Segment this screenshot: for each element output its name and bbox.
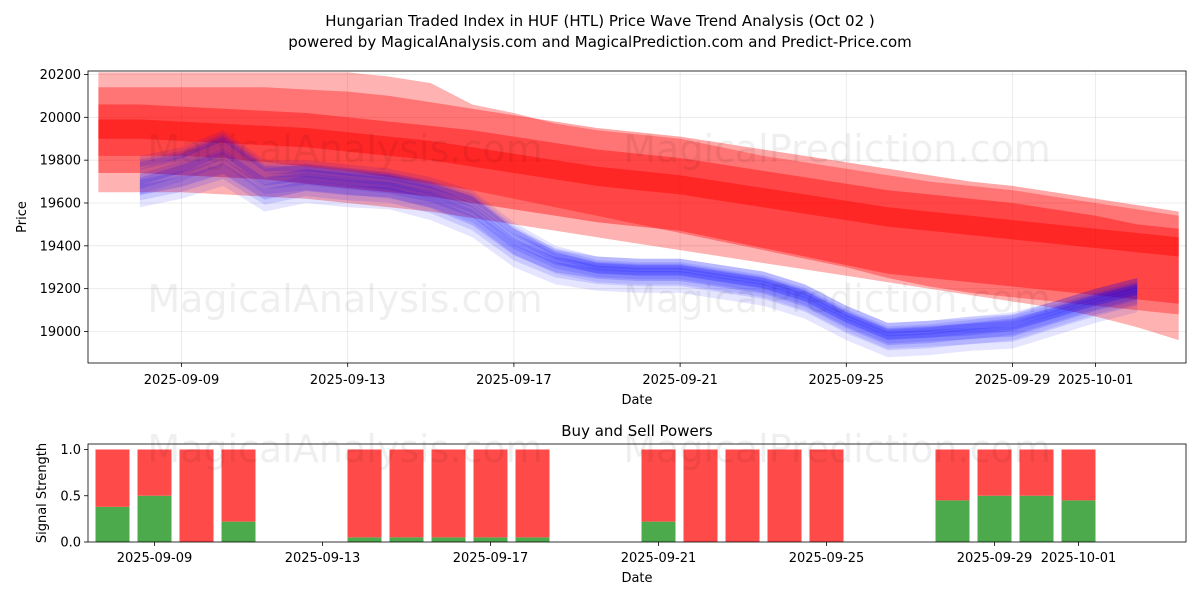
watermark-analysis-middle: MagicalAnalysis.com — [147, 277, 542, 321]
watermark-analysis-bottom: MagicalAnalysis.com — [147, 427, 542, 471]
powers-y-tick-label: 0.5 — [60, 489, 81, 504]
blue-wave-bands — [139, 130, 1138, 358]
sell-power-bar — [977, 449, 1012, 496]
price-x-tick-label: 2025-09-21 — [642, 373, 718, 388]
watermark-prediction-bottom: MagicalPrediction.com — [623, 427, 1051, 471]
price-chart-frame — [87, 70, 1187, 364]
price-x-tick-label: 2025-10-01 — [1058, 373, 1134, 388]
blue-wave-band — [139, 147, 1138, 340]
buy-power-bar — [473, 537, 508, 542]
sell-power-bar — [683, 449, 718, 542]
blue-wave-band — [139, 143, 1138, 344]
powers-chart-title: Buy and Sell Powers — [561, 422, 713, 440]
buy-power-bar — [977, 495, 1012, 542]
blue-wave-band — [139, 163, 1138, 346]
price-y-tick-label: 20200 — [40, 68, 81, 83]
sell-power-bar — [935, 449, 970, 501]
price-y-tick-label: 19400 — [40, 239, 81, 254]
price-chart-ticks: 2025-09-09 2025-09-13 2025-09-17 2025-09-21… — [40, 68, 1134, 388]
price-y-tick-label: 20000 — [40, 111, 81, 126]
watermark-prediction-middle: MagicalPrediction.com — [623, 277, 1051, 321]
powers-x-tick-label: 2025-09-29 — [957, 551, 1033, 566]
red-wave-band — [98, 119, 1179, 257]
price-x-tick-label: 2025-09-29 — [975, 373, 1051, 388]
sell-power-bar — [641, 449, 676, 522]
powers-x-tick-label: 2025-09-21 — [621, 551, 697, 566]
sell-power-bar — [767, 449, 802, 542]
buy-power-bar — [515, 537, 550, 542]
sell-power-bar — [95, 449, 130, 507]
price-y-tick-label: 19800 — [40, 154, 81, 169]
buy-power-bar — [431, 537, 466, 542]
price-y-tick-label: 19600 — [40, 197, 81, 212]
red-wave-band — [98, 104, 1179, 304]
red-wave-band — [98, 87, 1179, 315]
buy-power-bar — [221, 521, 256, 542]
powers-y-tick-label: 1.0 — [60, 443, 81, 458]
powers-x-tick-label: 2025-09-25 — [789, 551, 865, 566]
buy-sell-bars — [95, 449, 1096, 542]
buy-power-bar — [935, 500, 970, 542]
sell-power-bar — [137, 449, 172, 496]
powers-chart-xlabel: Date — [621, 571, 652, 586]
sell-power-bar — [347, 449, 382, 538]
sell-power-bar — [1061, 449, 1096, 501]
price-x-tick-label: 2025-09-25 — [809, 373, 885, 388]
price-x-tick-label: 2025-09-17 — [476, 373, 552, 388]
sell-power-bar — [473, 449, 508, 538]
red-wave-bands — [98, 72, 1179, 341]
blue-wave-band — [139, 158, 1138, 351]
powers-chart-frame — [87, 443, 1187, 543]
buy-power-bar — [641, 521, 676, 542]
price-x-tick-label: 2025-09-13 — [310, 373, 386, 388]
blue-wave-band — [139, 136, 1138, 335]
figure-title-line-2: powered by MagicalAnalysis.com and Magic… — [288, 33, 912, 51]
sell-power-bar — [725, 449, 760, 542]
price-chart-xlabel: Date — [621, 393, 652, 408]
price-chart-ylabel: Price — [15, 201, 30, 233]
powers-x-tick-label: 2025-09-17 — [453, 551, 529, 566]
blue-wave-band — [139, 151, 1138, 358]
price-chart-grid — [88, 71, 1186, 363]
blue-wave-band — [139, 133, 1138, 337]
sell-power-bar — [179, 449, 214, 542]
powers-y-tick-label: 0.0 — [60, 536, 81, 551]
sell-power-bar — [1019, 449, 1054, 496]
sell-power-bar — [221, 449, 256, 522]
sell-power-bar — [389, 449, 424, 538]
buy-power-bar — [389, 537, 424, 542]
price-x-tick-label: 2025-09-09 — [144, 373, 220, 388]
blue-wave-band — [139, 138, 1138, 349]
buy-power-bar — [95, 506, 130, 542]
blue-wave-band — [139, 130, 1138, 341]
powers-x-tick-label: 2025-09-13 — [285, 551, 361, 566]
watermark-analysis-top: MagicalAnalysis.com — [147, 127, 542, 171]
red-wave-band — [98, 72, 1179, 341]
figure-title-line-1: Hungarian Traded Index in HUF (HTL) Pric… — [325, 12, 875, 30]
sell-power-bar — [431, 449, 466, 538]
price-y-tick-label: 19200 — [40, 282, 81, 297]
buy-power-bar — [137, 495, 172, 542]
buy-power-bar — [1019, 495, 1054, 542]
price-y-tick-label: 19000 — [40, 325, 81, 340]
sell-power-bar — [515, 449, 550, 538]
buy-power-bar — [1061, 500, 1096, 542]
buy-power-bar — [347, 537, 382, 542]
powers-x-tick-label: 2025-09-09 — [117, 551, 193, 566]
powers-x-tick-label: 2025-10-01 — [1041, 551, 1117, 566]
watermark-prediction-top: MagicalPrediction.com — [623, 127, 1051, 171]
powers-chart-ticks: 2025-09-09 2025-09-13 2025-09-17 2025-09-21… — [60, 443, 1116, 566]
sell-power-bar — [809, 449, 844, 542]
powers-chart-ylabel: Signal Strength — [35, 443, 50, 543]
